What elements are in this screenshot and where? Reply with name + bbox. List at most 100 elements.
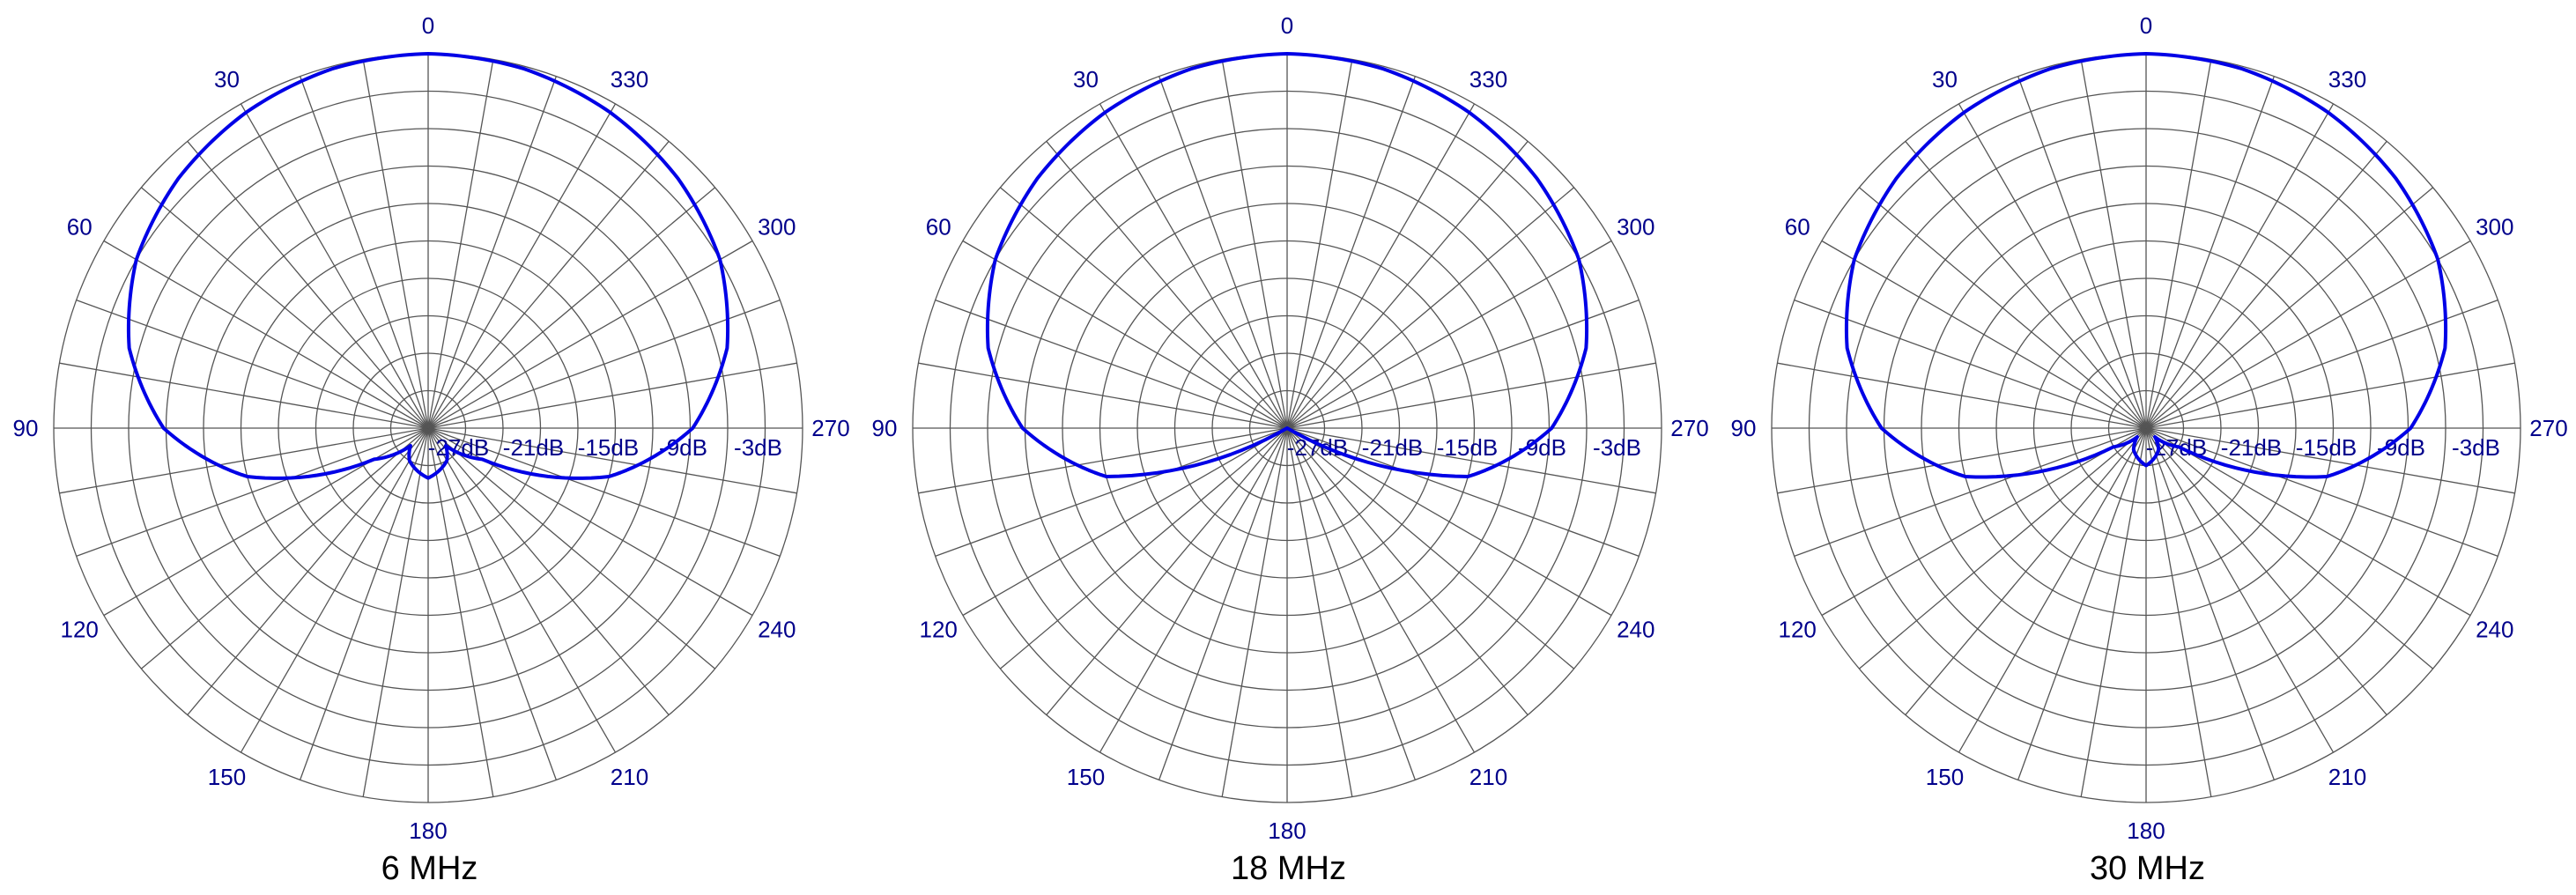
grid-spoke xyxy=(1286,59,1353,429)
grid-spoke xyxy=(187,427,429,715)
grid-spoke xyxy=(1099,427,1288,753)
grid-spoke xyxy=(362,59,429,429)
polar-chart-18mhz: 0 30 60 90 120 150 180 210 240 270 300 330 -27dB -21d… xyxy=(859,0,1718,895)
grid-spoke xyxy=(2017,427,2147,780)
radial-tick-label: -15dB xyxy=(1437,434,1498,461)
grid-spoke xyxy=(1286,76,1416,429)
angle-tick-label: 150 xyxy=(208,764,246,790)
angle-tick-label: 60 xyxy=(67,214,93,240)
angle-tick-label: 120 xyxy=(61,617,99,643)
radial-tick-label: -3dB xyxy=(734,434,782,461)
grid-spoke xyxy=(187,141,429,429)
grid-spoke xyxy=(1821,427,2147,617)
grid-spoke xyxy=(2145,300,2498,429)
grid-spoke xyxy=(1158,76,1288,429)
grid-spoke xyxy=(962,427,1288,617)
grid-spoke xyxy=(2080,427,2147,797)
grid-spoke xyxy=(427,427,617,753)
grid-spoke xyxy=(1046,141,1288,429)
angular-grid-spokes xyxy=(913,54,1662,803)
grid-spoke xyxy=(1286,187,1574,429)
grid-spoke xyxy=(2145,427,2498,557)
grid-spoke xyxy=(76,300,429,429)
angle-tick-label: 0 xyxy=(422,12,434,39)
grid-spoke xyxy=(1777,427,2147,494)
angle-tick-label: 240 xyxy=(758,617,796,643)
grid-spoke xyxy=(1286,427,1612,617)
grid-spoke xyxy=(427,141,670,429)
grid-spoke xyxy=(427,427,797,494)
angle-tick-label: 90 xyxy=(1731,415,1757,441)
angle-tick-label: 30 xyxy=(214,66,240,92)
angle-tick-label: 210 xyxy=(2328,764,2366,790)
angle-tick-label: 120 xyxy=(920,617,958,643)
grid-spoke xyxy=(2017,76,2147,429)
grid-spoke xyxy=(2145,427,2515,494)
grid-spoke xyxy=(141,187,429,429)
radial-tick-label: -3dB xyxy=(1593,434,1641,461)
grid-spoke xyxy=(1821,240,2147,429)
radial-tick-label: -3dB xyxy=(2452,434,2500,461)
grid-spoke xyxy=(1221,59,1288,429)
angle-tick-label: 270 xyxy=(2529,415,2567,441)
angular-grid-spokes xyxy=(1772,54,2520,803)
grid-spoke xyxy=(427,103,617,429)
angle-tick-label: 300 xyxy=(758,214,796,240)
grid-spoke xyxy=(1286,427,1656,494)
grid-spoke xyxy=(362,427,429,797)
radial-tick-label: -15dB xyxy=(578,434,639,461)
angle-tick-label: 150 xyxy=(1926,764,1964,790)
radiation-pattern-line xyxy=(1844,52,2448,479)
angle-tick-label: 300 xyxy=(2476,214,2513,240)
angle-tick-label: 330 xyxy=(2328,66,2366,92)
angle-tick-label: 30 xyxy=(1932,66,1958,92)
grid-spoke xyxy=(1286,427,1476,753)
angle-tick-label: 240 xyxy=(1617,617,1654,643)
grid-spoke xyxy=(1286,427,1574,669)
angle-tick-label: 270 xyxy=(1670,415,1708,441)
grid-spoke xyxy=(2145,427,2433,669)
radiation-pattern-line xyxy=(126,52,730,480)
grid-spoke xyxy=(1046,427,1288,715)
chart-caption: 30 MHz xyxy=(2090,850,2205,887)
angle-tick-label: 180 xyxy=(2127,817,2165,844)
angle-tick-label: 0 xyxy=(1281,12,1293,39)
grid-spoke xyxy=(1286,427,1416,780)
grid-spoke xyxy=(2145,362,2515,429)
grid-spoke xyxy=(1286,427,1353,797)
grid-spoke xyxy=(1958,427,2147,753)
grid-spoke xyxy=(2145,103,2335,429)
grid-spoke xyxy=(1286,240,1612,429)
angle-tick-label: 0 xyxy=(2140,12,2152,39)
grid-spoke xyxy=(427,427,715,669)
grid-spoke xyxy=(1158,427,1288,780)
angle-tick-label: 150 xyxy=(1067,764,1105,790)
grid-spoke xyxy=(962,240,1288,429)
grid-spoke xyxy=(1958,103,2147,429)
grid-spoke xyxy=(935,427,1288,557)
grid-spoke xyxy=(1099,103,1288,429)
angle-tick-label: 90 xyxy=(872,415,898,441)
angle-tick-label: 60 xyxy=(926,214,951,240)
grid-spoke xyxy=(1286,141,1529,429)
grid-spoke xyxy=(2145,141,2387,429)
grid-spoke xyxy=(2145,76,2275,429)
angle-tick-label: 30 xyxy=(1073,66,1099,92)
grid-spoke xyxy=(2145,427,2471,617)
radial-tick-label: -27dB xyxy=(428,434,489,461)
angle-tick-label: 180 xyxy=(1268,817,1306,844)
polar-chart-6mhz: 0 30 60 90 120 150 180 210 240 270 300 330 -27dB -21d… xyxy=(0,0,859,895)
grid-spoke xyxy=(918,362,1288,429)
grid-spoke xyxy=(1777,362,2147,429)
grid-spoke xyxy=(427,187,715,429)
grid-spoke xyxy=(1000,187,1288,429)
angle-tick-label: 180 xyxy=(409,817,447,844)
grid-spoke xyxy=(1859,187,2147,429)
grid-spoke xyxy=(2145,240,2471,429)
grid-spoke xyxy=(427,427,557,780)
radial-tick-label: -15dB xyxy=(2296,434,2357,461)
radial-tick-label: -21dB xyxy=(2221,434,2282,461)
